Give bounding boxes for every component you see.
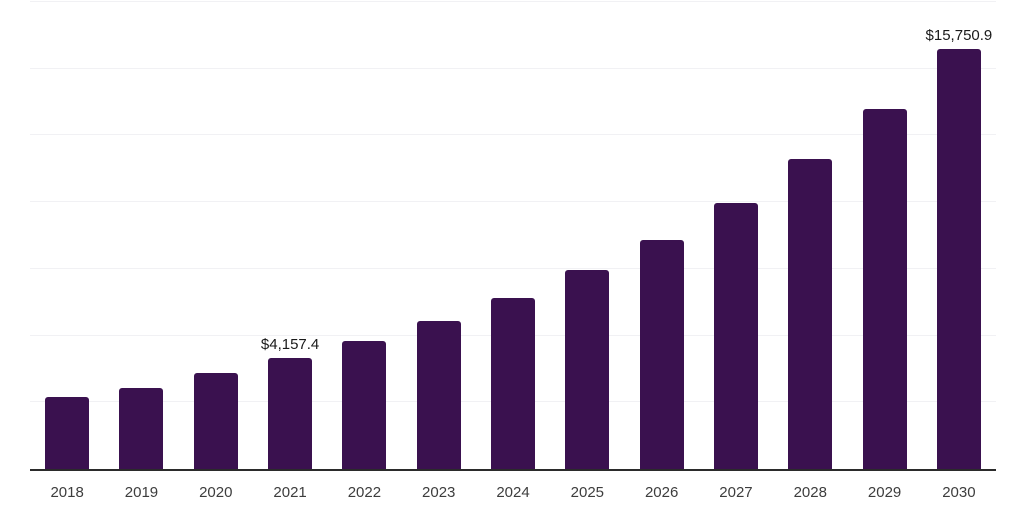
bar-slot-2023 [402,2,476,469]
gridline-17500 [30,1,996,2]
bar-2018[interactable] [45,396,90,469]
bar-2020[interactable] [193,372,238,469]
bar-slot-2020 [179,2,253,469]
x-tick-2029: 2029 [867,484,902,501]
bar-2023[interactable] [416,321,461,469]
bar-2019[interactable] [119,387,164,469]
x-tick-2022: 2022 [347,484,382,501]
bar-slot-2029 [847,2,921,469]
gridline-7500 [30,267,996,269]
bar-2029[interactable] [862,109,907,469]
x-tick-2021: 2021 [273,484,307,501]
bar-value-label-2030: $15,750.9 [925,26,993,44]
x-tick-2023: 2023 [422,484,456,501]
x-tick-2018: 2018 [50,484,84,501]
bar-2026[interactable] [639,239,684,469]
bars-container: $4,157.4 $15,750.9 [30,2,996,469]
plot-area: $4,157.4 $15,750.9 [30,1,996,471]
x-tick-2026: 2026 [644,484,679,501]
x-tick-2024: 2024 [496,484,530,501]
x-tick-2030: 2030 [942,484,976,501]
x-axis-labels: 2018 2019 2020 2021 2022 2023 2024 2025 2026 2027… [30,473,996,512]
bar-2025[interactable] [565,270,610,469]
bar-2021[interactable] [268,358,313,469]
bar-slot-2025 [550,2,624,469]
bar-slot-2027 [699,2,773,469]
x-tick-2027: 2027 [719,484,753,501]
bar-2030[interactable] [936,48,981,469]
x-tick-2020: 2020 [199,484,233,501]
gridline-12500 [30,134,996,136]
bar-slot-2026 [625,2,699,469]
gridline-15000 [30,67,996,69]
x-tick-2028: 2028 [793,484,827,501]
bar-2022[interactable] [342,340,387,469]
bar-slot-2022 [327,2,401,469]
bar-value-label-2021: $4,157.4 [260,336,320,354]
bar-2027[interactable] [713,202,758,469]
bar-slot-2030: $15,750.9 [922,2,996,469]
bar-slot-2024 [476,2,550,469]
bar-2024[interactable] [491,298,536,469]
x-tick-2025: 2025 [570,484,605,501]
bar-slot-2019 [104,2,178,469]
bar-slot-2021: $4,157.4 [253,2,327,469]
x-tick-2019: 2019 [124,484,159,501]
bar-slot-2018 [30,2,104,469]
bar-slot-2028 [773,2,847,469]
bar-2028[interactable] [788,159,833,469]
gridline-10000 [30,201,996,203]
